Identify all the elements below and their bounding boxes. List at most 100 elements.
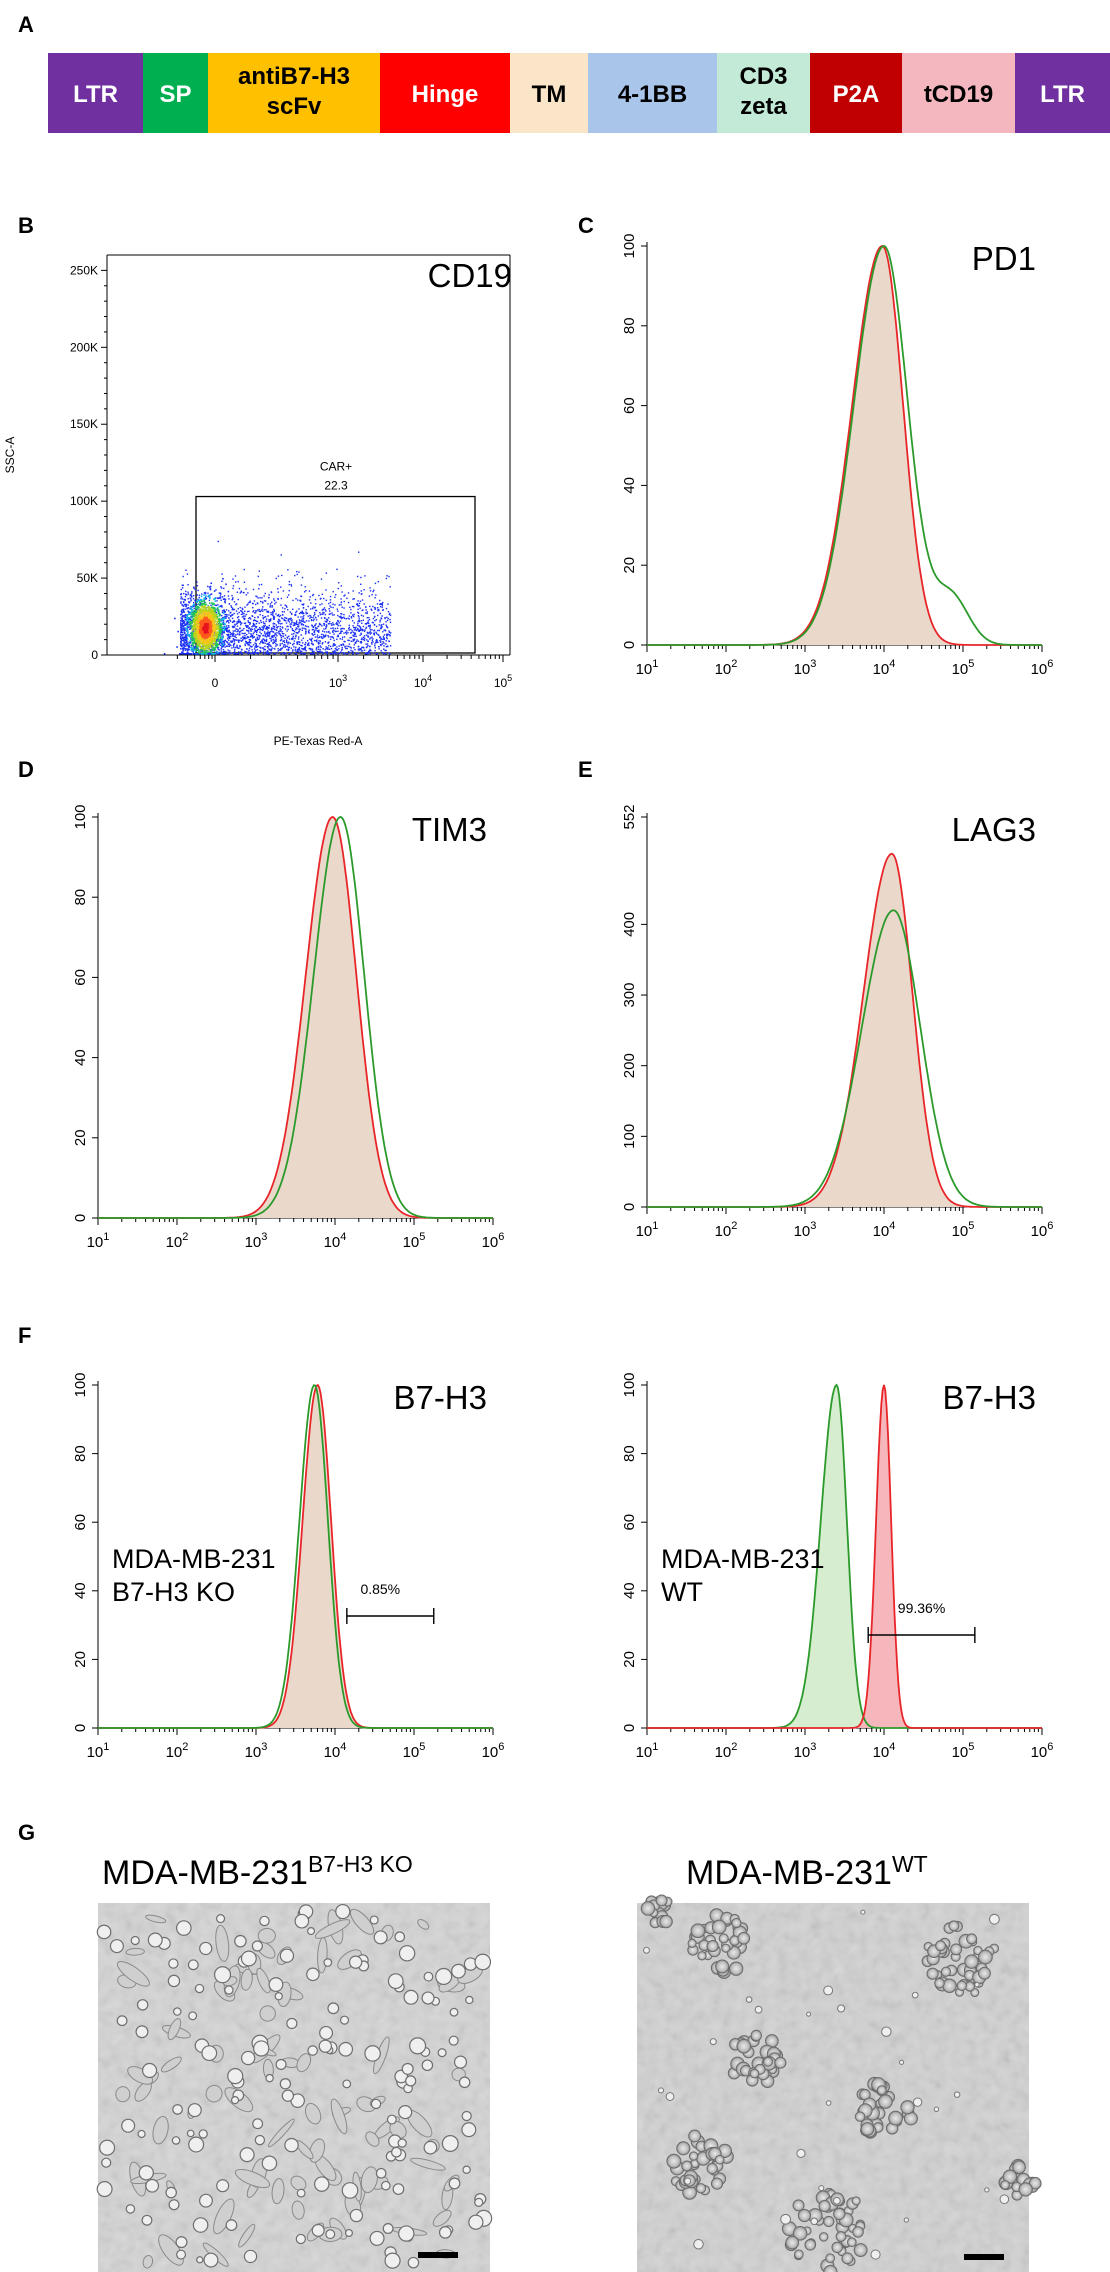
scatter-point	[195, 613, 198, 616]
scatter-point	[181, 587, 184, 589]
scatter-point	[254, 619, 257, 622]
scatter-point	[226, 645, 228, 647]
scatter-point	[213, 617, 216, 620]
scatter-point	[189, 642, 191, 644]
scatter-point	[186, 573, 189, 575]
scatter-point	[224, 639, 227, 642]
scatter-point	[371, 643, 373, 645]
scatter-point	[288, 648, 290, 651]
scatter-point	[335, 651, 337, 654]
scatter-point	[184, 595, 187, 598]
scatter-point	[182, 639, 184, 642]
scatter-point	[276, 644, 278, 646]
scatter-point	[216, 625, 218, 627]
scatter-point	[273, 625, 275, 628]
scatter-point	[332, 623, 334, 626]
scatter-point	[252, 588, 255, 591]
scatter-point	[369, 638, 371, 640]
scatter-point	[307, 626, 310, 628]
scatter-point	[204, 616, 206, 618]
scatter-point	[180, 628, 183, 631]
scatter-point	[208, 599, 211, 602]
scatter-point	[267, 611, 270, 613]
scatter-point	[341, 636, 344, 638]
scatter-point	[220, 631, 223, 633]
scatter-point	[194, 645, 197, 647]
scatter-point	[245, 594, 248, 596]
scatter-point	[180, 593, 183, 595]
scatter-point	[327, 634, 329, 637]
scatter-point	[267, 627, 269, 629]
scatter-point	[186, 619, 188, 622]
scatter-point	[233, 650, 236, 652]
scatter-point	[387, 617, 389, 620]
scatter-point	[228, 629, 231, 632]
scatter-point	[255, 644, 258, 646]
scatter-point	[197, 589, 199, 592]
scatter-point	[381, 615, 383, 617]
scatter-point	[218, 628, 220, 630]
scatter-point	[192, 632, 194, 635]
scatter-point	[211, 613, 213, 615]
scatter-point	[236, 630, 238, 633]
scatter-point	[232, 645, 235, 647]
scatter-point	[194, 635, 197, 638]
scatter-point	[209, 634, 211, 637]
y-tick-label: 250K	[70, 263, 98, 277]
scatter-point	[184, 634, 187, 637]
scatter-point	[279, 630, 282, 632]
scatter-point	[308, 629, 310, 631]
scatter-point	[341, 638, 343, 640]
scatter-point	[216, 642, 218, 645]
scatter-point	[188, 622, 191, 624]
scatter-point	[183, 637, 185, 640]
scatter-point	[187, 610, 190, 613]
scatter-point	[180, 626, 182, 628]
scatter-point	[230, 606, 233, 608]
panel-d-label: D	[18, 757, 34, 782]
scatter-point	[183, 647, 186, 650]
scatter-point	[293, 622, 295, 624]
scatter-point	[375, 638, 378, 641]
scatter-point	[205, 619, 207, 622]
scatter-point	[227, 651, 230, 654]
scatter-point	[210, 624, 212, 627]
scatter-point	[214, 648, 217, 651]
scatter-point	[383, 642, 385, 644]
scatter-point	[262, 629, 264, 632]
scatter-point	[352, 631, 355, 634]
scatter-point	[258, 570, 261, 572]
scatter-point	[268, 648, 270, 650]
scatter-point	[277, 620, 279, 623]
scatter-point	[235, 628, 237, 630]
scatter-point	[334, 594, 337, 596]
scatter-point	[201, 616, 204, 619]
scatter-point	[236, 616, 239, 619]
scatter-point	[273, 609, 275, 612]
scatter-point	[192, 642, 195, 644]
scatter-point	[320, 637, 323, 639]
scatter-point	[278, 619, 281, 622]
scatter-point	[331, 612, 333, 614]
scatter-point	[216, 639, 218, 641]
scatter-point	[257, 634, 260, 637]
scatter-point	[248, 649, 250, 651]
scatter-point	[217, 626, 220, 629]
scatter-point	[357, 648, 359, 650]
scatter-point	[191, 620, 194, 622]
scatter-point	[368, 595, 371, 597]
scatter-point	[383, 648, 385, 650]
scatter-point	[319, 645, 322, 647]
scatter-point	[379, 639, 381, 642]
scatter-point	[266, 633, 269, 635]
scatter-point	[273, 623, 276, 625]
scatter-point	[270, 630, 272, 633]
scatter-point	[270, 613, 272, 616]
scatter-point	[222, 631, 224, 634]
scatter-point	[253, 648, 256, 650]
scatter-point	[207, 614, 210, 617]
scatter-point	[367, 632, 369, 635]
scatter-point	[330, 606, 332, 608]
scatter-point	[225, 629, 228, 631]
scatter-point	[192, 647, 195, 649]
